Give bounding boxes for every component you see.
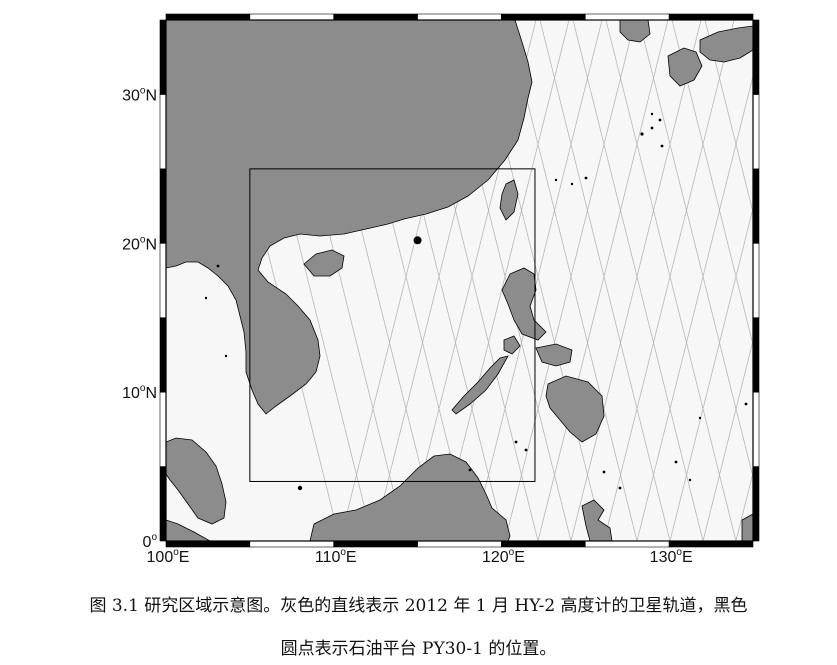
frame-segment: [668, 13, 754, 21]
frame-segment: [752, 391, 760, 467]
y-tick-label: 0o: [143, 532, 158, 551]
satellite-track-line: [669, 206, 753, 541]
frame-segment: [159, 391, 167, 467]
asian-mainland: [166, 20, 533, 415]
map-border: [165, 19, 754, 542]
land-masses: [166, 20, 753, 541]
platform-point: [413, 236, 422, 245]
malay-peninsula: [166, 437, 227, 525]
figure-caption-line-2: 圆点表示石油平台 PY30-1 的位置。: [280, 639, 557, 659]
x-tick-label: 100oE: [147, 547, 190, 566]
frame-segment: [752, 168, 760, 244]
frame-segment: [159, 466, 167, 542]
new-guinea-edge: [741, 513, 753, 541]
frame-segment: [159, 317, 167, 393]
frame-segment: [501, 13, 586, 21]
korea-south-coast: [619, 20, 651, 43]
frame-segment: [752, 19, 760, 95]
borneo-island: [309, 453, 511, 541]
satellite-track-line: [636, 74, 753, 541]
x-tick-label: 130oE: [650, 547, 693, 566]
frame-segment: [752, 242, 760, 319]
satellite-track-line: [506, 20, 638, 541]
figure-caption-line-1: 图 3.1 研究区域示意图。灰色的直线表示 2012 年 1 月 HY-2 高度…: [89, 596, 748, 616]
satellite-track-line: [438, 20, 570, 541]
x-tick-label: 110oE: [315, 547, 357, 566]
satellite-track-line: [570, 20, 702, 541]
kyushu-island: [667, 47, 703, 87]
frame-segment: [417, 13, 502, 21]
y-axis-labels: 0o 10oN 20oN 30oN: [122, 85, 157, 551]
satellite-track-line: [504, 20, 636, 541]
satellite-track-line: [605, 20, 737, 541]
small-islands: [204, 112, 748, 491]
visayas-islands: [535, 343, 573, 367]
y-tick-label: 20oN: [122, 234, 157, 253]
satellite-track-line: [671, 20, 753, 347]
study-area-map: 100oE 110oE 120oE 130oE 0o 10oN 20oN 30oN: [122, 13, 760, 566]
satellite-track-line: [339, 20, 471, 541]
honshu-island: [699, 25, 753, 63]
frame-segment: [584, 540, 670, 548]
frame-segment: [159, 19, 167, 95]
frame-segment: [249, 540, 335, 548]
frame-segment: [584, 13, 670, 21]
satellite-track-line: [704, 20, 753, 215]
frame-segment: [752, 317, 760, 393]
satellite-track-line: [539, 20, 671, 541]
sumatra: [166, 519, 211, 541]
satellite-track-line: [440, 20, 572, 541]
hainan-island: [303, 249, 345, 277]
frame-segment: [159, 242, 167, 319]
mindoro-island: [503, 335, 521, 355]
frame-segment: [752, 94, 760, 170]
y-tick-label: 10oN: [122, 383, 157, 402]
satellite-track-line: [572, 20, 704, 541]
frame-segment: [417, 540, 502, 548]
x-tick-label: 120oE: [482, 547, 525, 566]
frame-segment: [165, 13, 251, 21]
taiwan-island: [499, 179, 519, 221]
y-tick-label: 30oN: [122, 85, 157, 104]
satellite-track-line: [471, 20, 603, 541]
frame-segment: [752, 466, 760, 542]
study-region-box: [249, 168, 536, 482]
mindanao-island: [545, 375, 605, 443]
satellite-track-line: [702, 338, 753, 541]
satellite-track-line: [537, 20, 669, 541]
palawan-island: [451, 355, 509, 415]
map-frame: [159, 13, 760, 548]
sulawesi-island: [581, 499, 613, 541]
satellite-track-line: [638, 20, 753, 479]
satellite-track-line: [405, 20, 537, 541]
satellite-track-line: [372, 20, 504, 541]
frame-segment: [159, 168, 167, 244]
satellite-track-line: [603, 20, 735, 541]
frame-segment: [159, 94, 167, 170]
frame-segment: [249, 13, 335, 21]
x-axis-labels: 100oE 110oE 120oE 130oE: [147, 547, 693, 566]
frame-segment: [333, 13, 418, 21]
frame-segment: [333, 540, 418, 548]
